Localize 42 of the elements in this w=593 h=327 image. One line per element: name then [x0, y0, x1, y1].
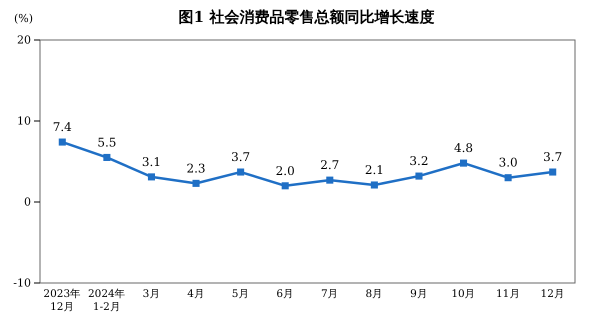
- data-label: 7.4: [52, 120, 72, 134]
- point: [103, 154, 110, 161]
- point: [549, 168, 556, 176]
- point: [370, 181, 378, 189]
- x-tick-label: 2024年 1-2月: [88, 288, 126, 313]
- point: [415, 172, 422, 180]
- x-tick-label: 9月: [410, 288, 428, 300]
- y-tick-label: 10: [17, 114, 31, 128]
- data-label: 3.2: [409, 154, 429, 168]
- point: [237, 168, 244, 176]
- x-tick-label: 4月: [187, 288, 205, 300]
- data-label: 2.0: [276, 164, 295, 178]
- chart-title: 图1 社会消费品零售总额同比增长速度: [178, 8, 434, 26]
- point: [192, 180, 200, 187]
- data-label: 2.7: [320, 158, 340, 172]
- x-tick-label: 10月: [451, 288, 476, 300]
- x-tick-label: 11月: [496, 288, 520, 300]
- y-tick-label: 20: [17, 34, 31, 47]
- y-tick-label: -10: [13, 276, 31, 290]
- point: [282, 182, 289, 190]
- data-label: 3.7: [543, 150, 562, 164]
- data-label: 5.5: [97, 135, 116, 150]
- data-label: 2.1: [364, 162, 384, 177]
- data-label: 2.3: [186, 161, 206, 176]
- data-label: 3.0: [498, 156, 518, 170]
- data-label: 3.7: [231, 150, 250, 164]
- y-tick-label: 0: [24, 196, 31, 209]
- point: [148, 173, 155, 180]
- x-tick-label: 3月: [142, 288, 160, 300]
- y-axis-title: (%): [14, 12, 34, 25]
- data-label: 3.1: [142, 154, 162, 169]
- x-tick-label: 5月: [232, 288, 250, 300]
- x-tick-label: 12月: [540, 288, 565, 300]
- x-tick-label: 6月: [276, 288, 294, 300]
- x-tick-label: 7月: [320, 288, 339, 300]
- point: [460, 160, 468, 167]
- data-label: 4.8: [454, 141, 474, 156]
- point: [326, 176, 334, 184]
- x-tick-label: 2023年 12月: [43, 288, 82, 313]
- point: [58, 138, 66, 146]
- point: [504, 174, 512, 182]
- x-tick-label: 8月: [366, 288, 384, 300]
